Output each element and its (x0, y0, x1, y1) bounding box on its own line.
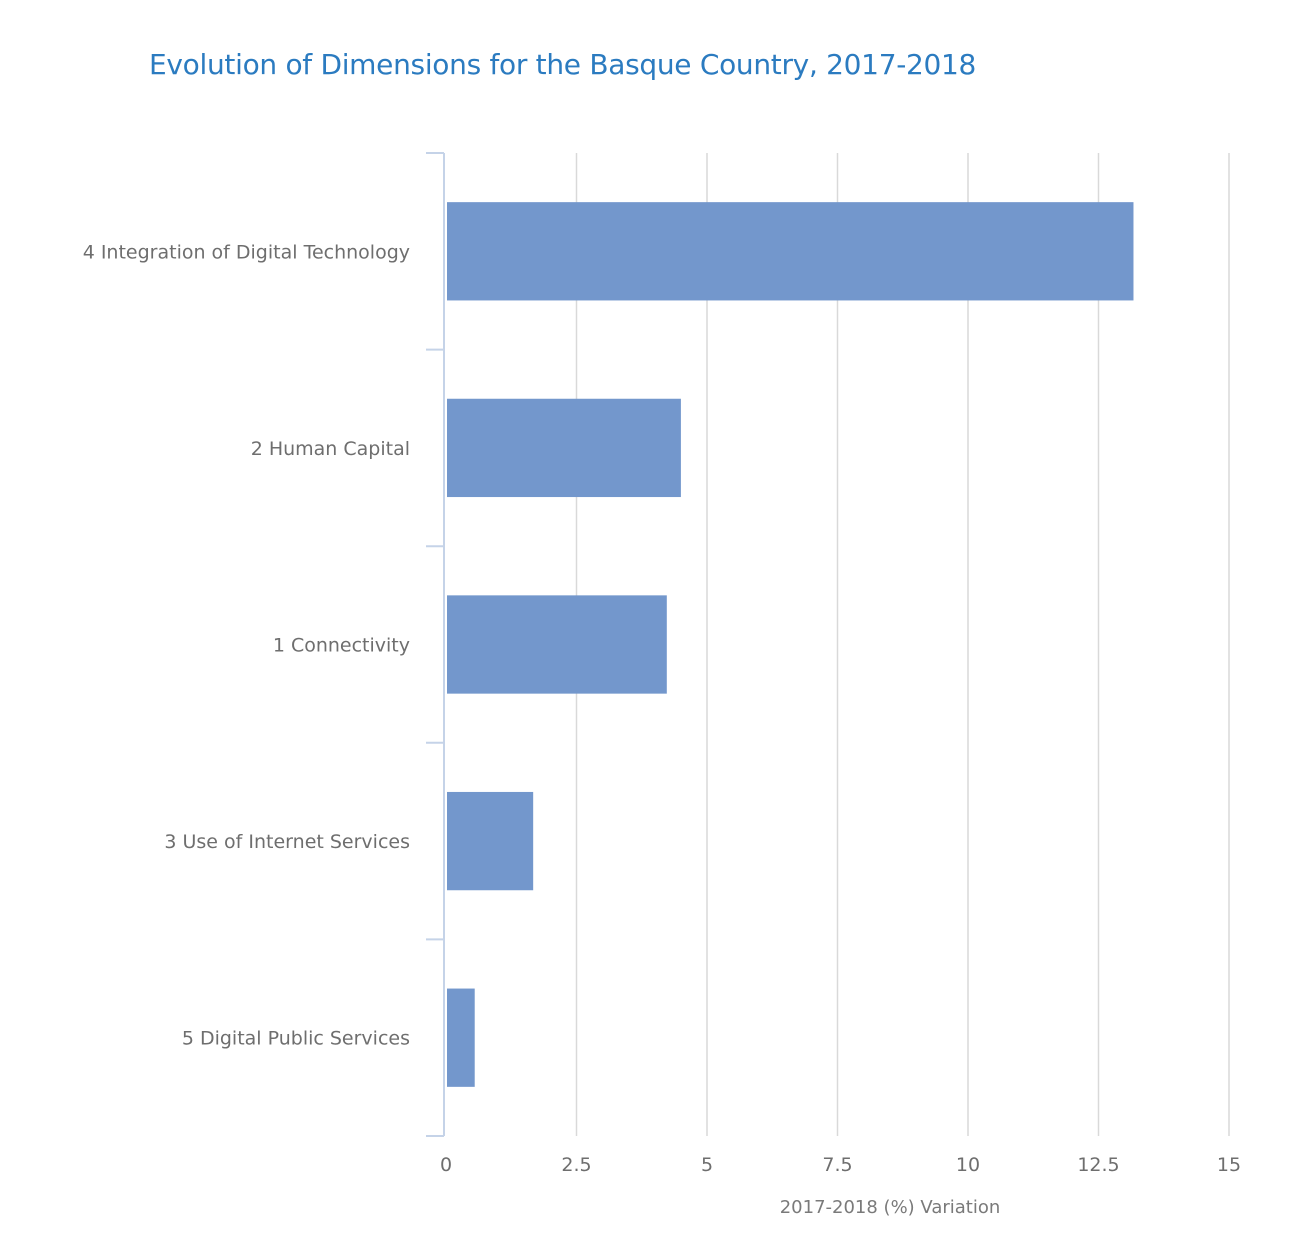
category-label: 4 Integration of Digital Technology (83, 241, 410, 263)
x-tick-labels: 0 2.5 5 7.5 10 12.5 15 (440, 1154, 1241, 1176)
bar (447, 595, 667, 694)
category-label: 2 Human Capital (251, 438, 410, 460)
x-tick-label: 12.5 (1077, 1154, 1119, 1176)
chart-title: Evolution of Dimensions for the Basque C… (149, 48, 977, 81)
y-axis (426, 152, 445, 1137)
x-tick-label: 0 (440, 1154, 452, 1176)
x-tick-label: 5 (701, 1154, 713, 1176)
bar (447, 791, 534, 891)
bar (447, 398, 681, 498)
x-tick-label: 2.5 (561, 1154, 591, 1176)
x-axis-title: 2017-2018 (%) Variation (780, 1197, 1001, 1218)
category-label: 5 Digital Public Services (182, 1028, 410, 1050)
category-labels: 4 Integration of Digital Technology 2 Hum… (83, 241, 410, 1049)
bars (447, 202, 1134, 1087)
x-tick-label: 15 (1217, 1154, 1241, 1176)
x-tick-label: 10 (956, 1154, 980, 1176)
gridlines (575, 153, 1230, 1136)
category-label: 1 Connectivity (273, 635, 410, 657)
x-tick-label: 7.5 (822, 1154, 852, 1176)
bar (447, 202, 1134, 301)
category-label: 3 Use of Internet Services (164, 831, 410, 853)
bar (447, 988, 475, 1087)
